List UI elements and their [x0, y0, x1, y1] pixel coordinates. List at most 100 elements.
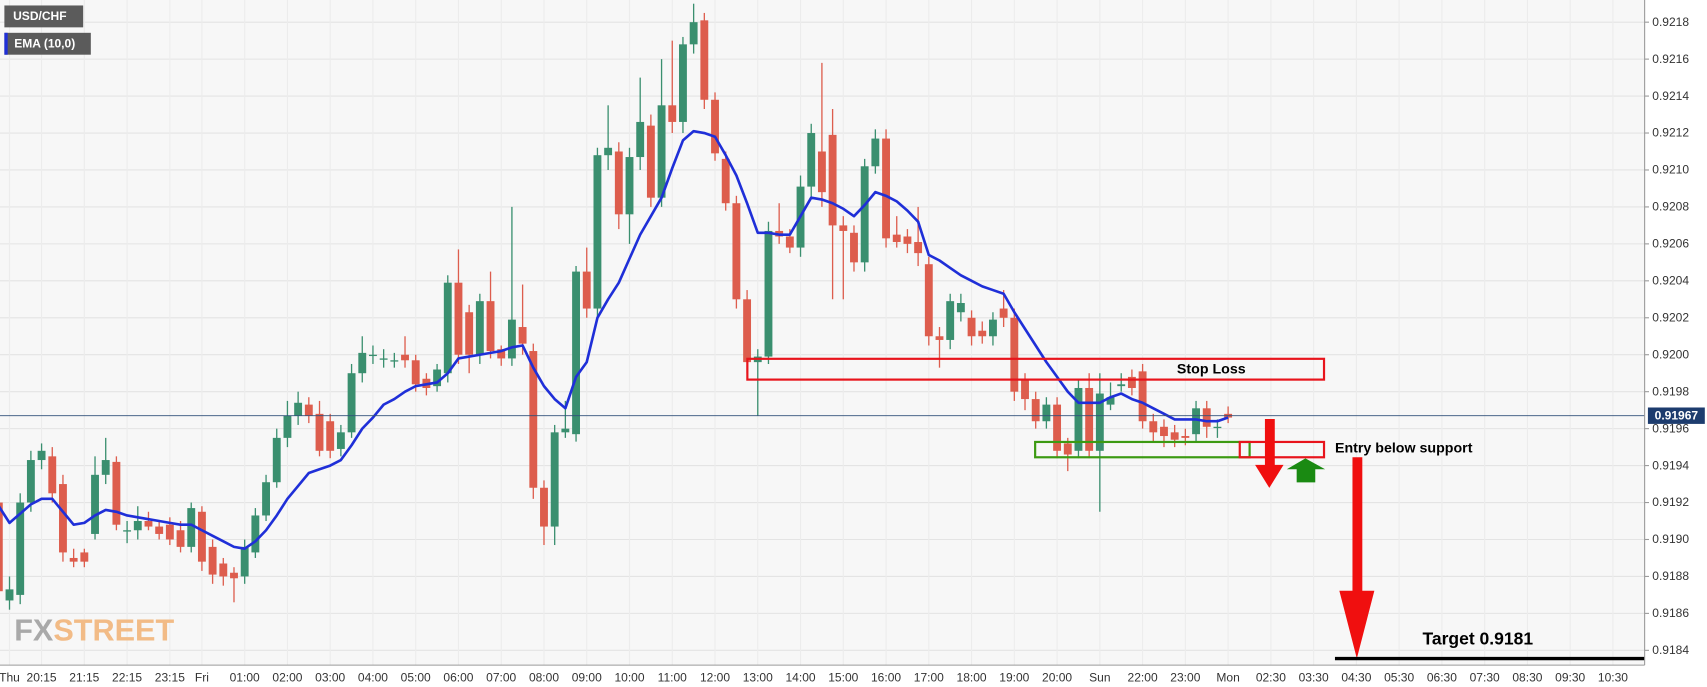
candle-body	[379, 358, 388, 360]
candle-body	[465, 312, 474, 355]
candle-body	[390, 360, 399, 362]
x-tick-label: 05:30	[1384, 670, 1414, 684]
x-tick-label: 11:00	[658, 670, 687, 684]
candle-body	[59, 484, 67, 553]
symbol-box	[4, 5, 84, 28]
candle-body	[208, 546, 217, 575]
candle-body	[956, 302, 965, 313]
candle-body	[155, 526, 164, 534]
candle-body	[123, 530, 132, 532]
y-tick-label: 0.9184	[1652, 643, 1689, 657]
x-tick-label: 10:00	[614, 670, 644, 684]
candle-body	[978, 330, 987, 337]
x-tick-label: Thu	[0, 670, 20, 684]
candle-body	[326, 421, 335, 451]
last-price-label: 0.91967	[1655, 408, 1699, 422]
y-tick-label: 0.9192	[1652, 495, 1689, 509]
candle-body	[1149, 421, 1158, 433]
candle-body	[475, 301, 484, 355]
candle-body	[187, 508, 196, 547]
up-arrow	[1286, 458, 1326, 483]
x-tick-label: 04:00	[358, 670, 388, 684]
y-tick-label: 0.9190	[1652, 532, 1689, 546]
candle-body	[540, 487, 548, 527]
candle-body	[1010, 317, 1019, 392]
y-tick-label: 0.9216	[1652, 52, 1689, 66]
x-tick-label: 09:00	[572, 670, 602, 684]
x-tick-label: 03:30	[1299, 670, 1329, 684]
y-tick-label: 0.9194	[1652, 458, 1689, 472]
entry-label: Entry below support	[1335, 440, 1473, 456]
ema-line	[0, 129, 1229, 551]
candle-body	[1085, 387, 1094, 451]
x-tick-label: 07:00	[486, 670, 516, 684]
ema-legend-box	[4, 32, 91, 55]
candle-body	[507, 319, 516, 359]
x-tick-label: 07:30	[1470, 670, 1500, 684]
x-tick-label: 22:00	[1128, 670, 1158, 684]
candle-body	[1192, 408, 1200, 435]
candle-body	[721, 158, 730, 204]
candle-body	[582, 271, 591, 309]
candle-body	[133, 521, 142, 531]
last-price-box	[1647, 407, 1705, 424]
y-tick-label: 0.9218	[1652, 15, 1689, 29]
target-arrow	[1339, 457, 1375, 659]
legend: USD/CHF EMA (10,0)	[4, 5, 91, 55]
candle-body	[593, 155, 602, 309]
candle-body	[604, 147, 613, 156]
x-tick-label: 02:30	[1256, 670, 1286, 684]
y-tick-label: 0.9202	[1652, 310, 1689, 324]
candle-body	[924, 264, 933, 337]
candle-body	[999, 308, 1008, 318]
candle-body	[1127, 376, 1136, 388]
ema-legend-label: EMA (10,0)	[14, 36, 75, 50]
candle-body	[860, 166, 869, 263]
y-tick-label: 0.9212	[1652, 126, 1689, 140]
entry-box	[1238, 440, 1326, 459]
candle-body	[304, 404, 313, 416]
x-tick-label: 14:00	[785, 670, 815, 684]
x-tick-label: 20:00	[1042, 670, 1072, 684]
candle-body	[251, 515, 260, 553]
x-tick-label: 09:30	[1555, 670, 1585, 684]
candle-body	[283, 415, 292, 438]
x-tick-label: 06:30	[1427, 670, 1457, 684]
x-tick-label: 05:00	[401, 670, 431, 684]
candle-body	[411, 360, 420, 385]
candle-body	[358, 352, 367, 374]
candle-body	[561, 428, 570, 433]
stop-loss-label: Stop Loss	[1177, 362, 1246, 378]
candle-body	[967, 317, 976, 337]
candle-body	[743, 299, 752, 363]
x-tick-label: 10:30	[1598, 670, 1628, 684]
candle-body	[16, 502, 25, 595]
y-tick-label: 0.9196	[1652, 421, 1689, 435]
candle-body	[26, 460, 35, 503]
x-tick-label: 08:30	[1512, 670, 1542, 684]
candle-body	[230, 572, 238, 579]
candle-body	[240, 546, 249, 577]
candle-body	[1202, 408, 1211, 427]
candle-body	[1138, 371, 1147, 422]
candle-body	[294, 402, 303, 416]
x-tick-label: 12:00	[700, 670, 730, 684]
candle-body	[1213, 426, 1222, 429]
y-tick-label: 0.9188	[1652, 569, 1689, 583]
candle-body	[315, 413, 324, 451]
candle-body	[1181, 436, 1190, 438]
candle-body	[1160, 426, 1168, 437]
candle-body	[272, 437, 281, 483]
candle-body	[625, 157, 634, 215]
candle-body	[711, 99, 719, 154]
candle-body	[871, 138, 880, 167]
x-tick-label: Mon	[1216, 670, 1239, 684]
candle-body	[764, 230, 773, 357]
candle-body	[219, 563, 228, 577]
candle-body	[1170, 432, 1179, 440]
candle-body	[1021, 378, 1029, 400]
candle-body	[1053, 404, 1062, 451]
candle-body	[197, 511, 206, 562]
candle-body	[176, 530, 185, 547]
